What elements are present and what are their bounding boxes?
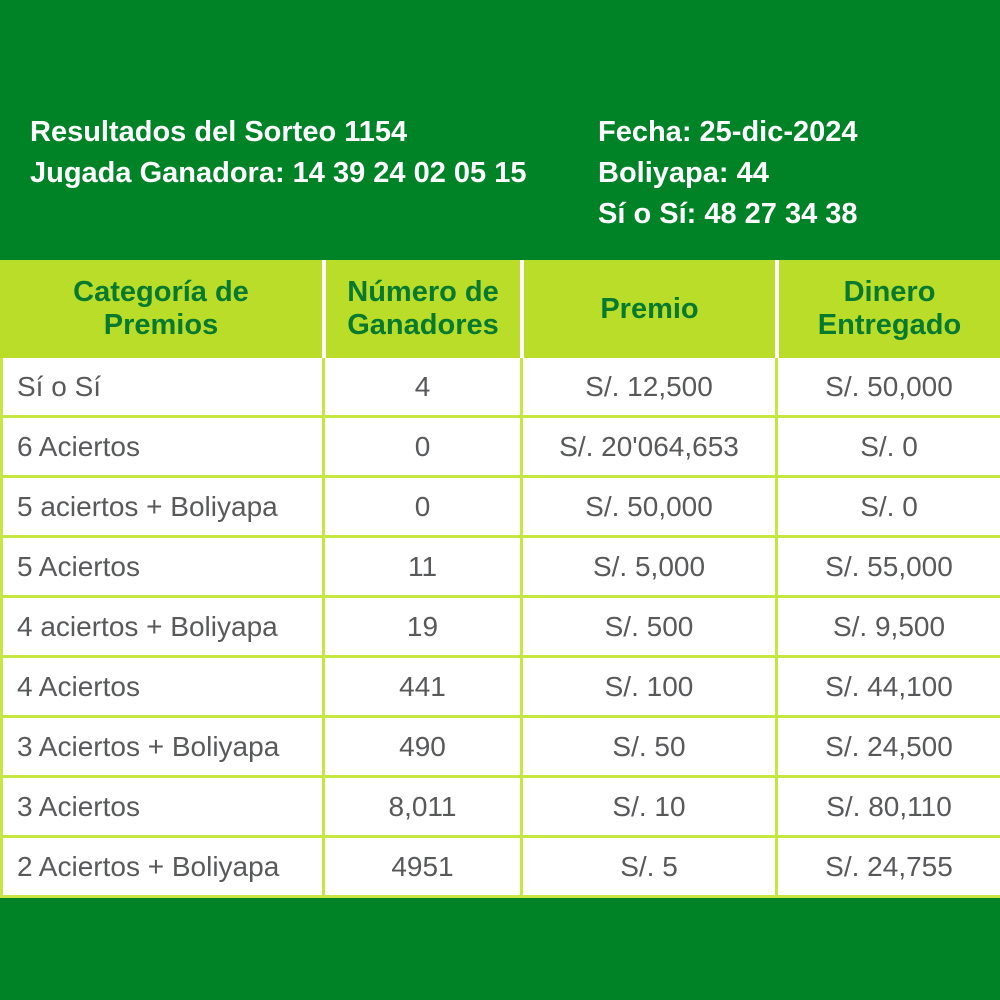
header-ganadores: Número de Ganadores xyxy=(322,260,520,358)
header-premio-label: Premio xyxy=(600,292,699,325)
paid-cell: S/. 24,500 xyxy=(775,718,1000,775)
winners-cell: 8,011 xyxy=(322,778,520,835)
prize-cell: S/. 100 xyxy=(520,658,775,715)
prize-cell: S/. 5 xyxy=(520,838,775,895)
winners-cell: 4 xyxy=(322,358,520,415)
paid-cell: S/. 50,000 xyxy=(775,358,1000,415)
category-cell: 5 Aciertos xyxy=(0,538,322,595)
prize-cell: S/. 20'064,653 xyxy=(520,418,775,475)
table-row: 5 Aciertos 11 S/. 5,000 S/. 55,000 xyxy=(0,538,1000,598)
table-row: 5 aciertos + Boliyapa 0 S/. 50,000 S/. 0 xyxy=(0,478,1000,538)
prize-cell: S/. 10 xyxy=(520,778,775,835)
table-row: 2 Aciertos + Boliyapa 4951 S/. 5 S/. 24,… xyxy=(0,838,1000,898)
prize-cell: S/. 50,000 xyxy=(520,478,775,535)
table-header-row: Categoría de Premios Número de Ganadores… xyxy=(0,260,1000,358)
table-row: 3 Aciertos 8,011 S/. 10 S/. 80,110 xyxy=(0,778,1000,838)
winners-cell: 0 xyxy=(322,478,520,535)
prize-cell: S/. 50 xyxy=(520,718,775,775)
category-cell: 2 Aciertos + Boliyapa xyxy=(0,838,322,895)
paid-cell: S/. 55,000 xyxy=(775,538,1000,595)
category-cell: 5 aciertos + Boliyapa xyxy=(0,478,322,535)
category-cell: 3 Aciertos + Boliyapa xyxy=(0,718,322,775)
si-o-si: Sí o Sí: 48 27 34 38 xyxy=(598,198,858,230)
paid-cell: S/. 9,500 xyxy=(775,598,1000,655)
table-row: 4 Aciertos 441 S/. 100 S/. 44,100 xyxy=(0,658,1000,718)
winners-cell: 19 xyxy=(322,598,520,655)
header-dinero: Dinero Entregado xyxy=(775,260,1000,358)
category-cell: 6 Aciertos xyxy=(0,418,322,475)
table-row: Sí o Sí 4 S/. 12,500 S/. 50,000 xyxy=(0,358,1000,418)
summary-left-column: Resultados del Sorteo 1154 Jugada Ganado… xyxy=(30,112,527,194)
prize-cell: S/. 5,000 xyxy=(520,538,775,595)
prize-cell: S/. 500 xyxy=(520,598,775,655)
category-cell: Sí o Sí xyxy=(0,358,322,415)
table-row: 6 Aciertos 0 S/. 20'064,653 S/. 0 xyxy=(0,418,1000,478)
winners-cell: 0 xyxy=(322,418,520,475)
footer-band xyxy=(0,898,1000,1000)
table-row: 4 aciertos + Boliyapa 19 S/. 500 S/. 9,5… xyxy=(0,598,1000,658)
paid-cell: S/. 0 xyxy=(775,478,1000,535)
header-categoria-label: Categoría de Premios xyxy=(73,276,249,341)
boliyapa: Boliyapa: 44 xyxy=(598,157,769,189)
winners-cell: 490 xyxy=(322,718,520,775)
header-premio: Premio xyxy=(520,260,775,358)
results-table: Categoría de Premios Número de Ganadores… xyxy=(0,260,1000,898)
header-ganadores-label: Número de Ganadores xyxy=(347,276,499,341)
category-cell: 4 aciertos + Boliyapa xyxy=(0,598,322,655)
results-summary-banner: Resultados del Sorteo 1154 Jugada Ganado… xyxy=(0,0,1000,260)
category-cell: 3 Aciertos xyxy=(0,778,322,835)
sorteo-title: Resultados del Sorteo 1154 xyxy=(30,116,408,148)
header-categoria: Categoría de Premios xyxy=(0,260,322,358)
paid-cell: S/. 44,100 xyxy=(775,658,1000,715)
winners-cell: 441 xyxy=(322,658,520,715)
table-row: 3 Aciertos + Boliyapa 490 S/. 50 S/. 24,… xyxy=(0,718,1000,778)
fecha: Fecha: 25-dic-2024 xyxy=(598,116,858,148)
category-cell: 4 Aciertos xyxy=(0,658,322,715)
paid-cell: S/. 0 xyxy=(775,418,1000,475)
jugada-ganadora: Jugada Ganadora: 14 39 24 02 05 15 xyxy=(30,157,527,189)
header-dinero-label: Dinero Entregado xyxy=(817,276,962,341)
winners-cell: 4951 xyxy=(322,838,520,895)
winners-cell: 11 xyxy=(322,538,520,595)
paid-cell: S/. 24,755 xyxy=(775,838,1000,895)
paid-cell: S/. 80,110 xyxy=(775,778,1000,835)
prize-cell: S/. 12,500 xyxy=(520,358,775,415)
summary-right-column: Fecha: 25-dic-2024 Boliyapa: 44 Sí o Sí:… xyxy=(598,112,858,235)
